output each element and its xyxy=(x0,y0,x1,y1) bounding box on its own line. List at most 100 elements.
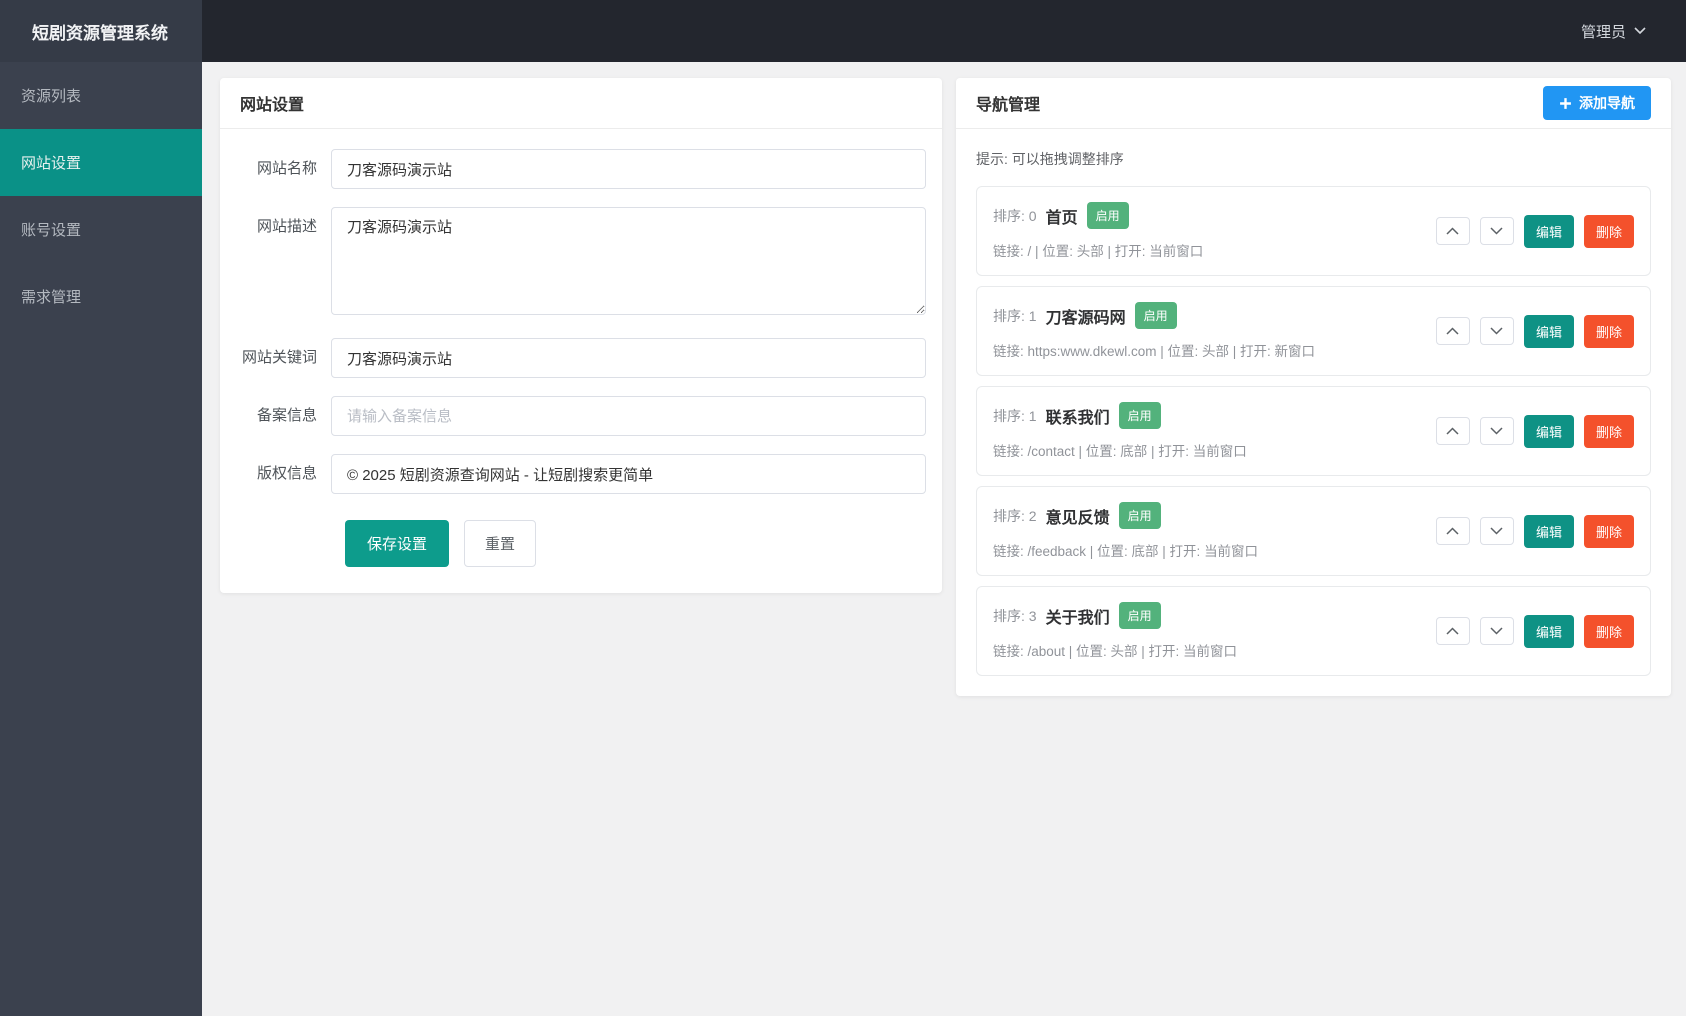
status-badge: 启用 xyxy=(1118,602,1161,629)
chevron-up-icon xyxy=(1446,627,1459,635)
app-logo-title: 短剧资源管理系统 xyxy=(0,0,202,62)
move-down-button[interactable] xyxy=(1479,617,1514,645)
delete-button[interactable]: 删除 xyxy=(1583,314,1634,348)
add-nav-button-label: 添加导航 xyxy=(1579,95,1635,111)
nav-item-actions: 编辑 删除 xyxy=(1435,514,1634,548)
sidebar-item-label: 资源列表 xyxy=(21,88,82,105)
delete-button[interactable]: 删除 xyxy=(1583,414,1634,448)
chevron-down-icon xyxy=(1490,427,1503,435)
nav-management-panel: 导航管理 添加导航 提示: 可以拖拽调整排序 排序: 0 首页 启用 xyxy=(956,78,1671,696)
delete-button[interactable]: 删除 xyxy=(1583,614,1634,648)
site-desc-label: 网站描述 xyxy=(256,218,317,235)
plus-icon xyxy=(1560,97,1571,109)
chevron-down-icon xyxy=(1490,327,1503,335)
status-badge: 启用 xyxy=(1134,302,1177,329)
status-badge: 启用 xyxy=(1118,502,1161,529)
move-up-button[interactable] xyxy=(1435,417,1470,445)
move-up-button[interactable] xyxy=(1435,317,1470,345)
form-row-icp: 备案信息 xyxy=(220,396,926,436)
sidebar-item-label: 需求管理 xyxy=(21,289,82,306)
site-name-label: 网站名称 xyxy=(256,160,317,177)
sidebar-item-demand-management[interactable]: 需求管理 xyxy=(0,263,202,330)
site-settings-header: 网站设置 xyxy=(220,78,942,129)
site-settings-title: 网站设置 xyxy=(240,97,305,114)
nav-item-info: 排序: 1 刀客源码网 启用 链接: https:www.dkewl.com |… xyxy=(993,302,1315,360)
delete-button[interactable]: 删除 xyxy=(1583,214,1634,248)
edit-button[interactable]: 编辑 xyxy=(1523,214,1574,248)
edit-button[interactable]: 编辑 xyxy=(1523,614,1574,648)
nav-item-meta: 链接: / | 位置: 头部 | 打开: 当前窗口 xyxy=(993,244,1204,259)
nav-item-title: 联系我们 xyxy=(1045,409,1110,427)
nav-item-info: 排序: 0 首页 启用 链接: / | 位置: 头部 | 打开: 当前窗口 xyxy=(993,202,1203,260)
nav-item-actions: 编辑 删除 xyxy=(1435,314,1634,348)
nav-item-actions: 编辑 删除 xyxy=(1435,614,1634,648)
save-settings-button[interactable]: 保存设置 xyxy=(345,520,450,567)
delete-button[interactable]: 删除 xyxy=(1583,514,1634,548)
form-row-site-name: 网站名称 xyxy=(220,149,926,189)
nav-item-dkewl[interactable]: 排序: 1 刀客源码网 启用 链接: https:www.dkewl.com |… xyxy=(976,286,1651,376)
form-row-site-desc: 网站描述 刀客源码演示站 xyxy=(220,207,926,320)
user-dropdown[interactable]: 管理员 xyxy=(1581,21,1646,42)
nav-item-title: 首页 xyxy=(1045,209,1078,227)
nav-item-meta: 链接: /about | 位置: 头部 | 打开: 当前窗口 xyxy=(993,644,1238,659)
move-down-button[interactable] xyxy=(1479,417,1514,445)
chevron-up-icon xyxy=(1446,327,1459,335)
move-down-button[interactable] xyxy=(1479,217,1514,245)
site-keywords-input[interactable] xyxy=(331,338,926,378)
move-up-button[interactable] xyxy=(1435,217,1470,245)
nav-item-actions: 编辑 删除 xyxy=(1435,214,1634,248)
nav-item-meta: 链接: /contact | 位置: 底部 | 打开: 当前窗口 xyxy=(993,444,1247,459)
chevron-up-icon xyxy=(1446,427,1459,435)
chevron-up-icon xyxy=(1446,227,1459,235)
nav-item-home[interactable]: 排序: 0 首页 启用 链接: / | 位置: 头部 | 打开: 当前窗口 编辑… xyxy=(976,186,1651,276)
reset-button[interactable]: 重置 xyxy=(464,520,537,567)
nav-item-meta: 链接: https:www.dkewl.com | 位置: 头部 | 打开: 新… xyxy=(993,344,1316,359)
move-up-button[interactable] xyxy=(1435,617,1470,645)
status-badge: 启用 xyxy=(1086,202,1129,229)
nav-item-feedback[interactable]: 排序: 2 意见反馈 启用 链接: /feedback | 位置: 底部 | 打… xyxy=(976,486,1651,576)
nav-item-title: 意见反馈 xyxy=(1045,509,1110,527)
chevron-up-icon xyxy=(1446,527,1459,535)
edit-button[interactable]: 编辑 xyxy=(1523,514,1574,548)
icp-input[interactable] xyxy=(331,396,926,436)
sidebar: 短剧资源管理系统 资源列表 网站设置 账号设置 需求管理 xyxy=(0,0,202,1016)
nav-list: 提示: 可以拖拽调整排序 排序: 0 首页 启用 链接: / | 位置: 头部 … xyxy=(956,129,1671,696)
chevron-down-icon xyxy=(1490,227,1503,235)
status-badge: 启用 xyxy=(1118,402,1161,429)
copyright-input[interactable] xyxy=(331,454,926,494)
sidebar-item-site-settings[interactable]: 网站设置 xyxy=(0,129,202,196)
chevron-down-icon xyxy=(1490,527,1503,535)
sidebar-item-account-settings[interactable]: 账号设置 xyxy=(0,196,202,263)
site-settings-panel: 网站设置 网站名称 网站描述 刀客源码演示站 网站关键词 xyxy=(220,78,942,593)
move-down-button[interactable] xyxy=(1479,317,1514,345)
edit-button[interactable]: 编辑 xyxy=(1523,314,1574,348)
icp-label: 备案信息 xyxy=(256,407,317,424)
copyright-label: 版权信息 xyxy=(256,465,317,482)
drag-sort-tip: 提示: 可以拖拽调整排序 xyxy=(976,151,1124,167)
nav-item-sort: 排序: 1 xyxy=(993,407,1037,424)
nav-item-sort: 排序: 3 xyxy=(993,607,1037,624)
nav-item-sort: 排序: 2 xyxy=(993,507,1037,524)
main-content: 网站设置 网站名称 网站描述 刀客源码演示站 网站关键词 xyxy=(202,62,1686,1016)
nav-item-about[interactable]: 排序: 3 关于我们 启用 链接: /about | 位置: 头部 | 打开: … xyxy=(976,586,1651,676)
nav-management-title: 导航管理 xyxy=(976,97,1041,114)
add-nav-button[interactable]: 添加导航 xyxy=(1543,86,1651,120)
move-down-button[interactable] xyxy=(1479,517,1514,545)
site-settings-form: 网站名称 网站描述 刀客源码演示站 网站关键词 xyxy=(220,129,942,593)
sidebar-item-label: 账号设置 xyxy=(21,222,82,239)
site-desc-textarea[interactable]: 刀客源码演示站 xyxy=(331,207,926,315)
nav-item-title: 刀客源码网 xyxy=(1045,309,1126,327)
nav-item-sort: 排序: 0 xyxy=(993,207,1037,224)
nav-item-contact[interactable]: 排序: 1 联系我们 启用 链接: /contact | 位置: 底部 | 打开… xyxy=(976,386,1651,476)
nav-item-meta: 链接: /feedback | 位置: 底部 | 打开: 当前窗口 xyxy=(993,544,1259,559)
site-name-input[interactable] xyxy=(331,149,926,189)
nav-item-info: 排序: 2 意见反馈 启用 链接: /feedback | 位置: 底部 | 打… xyxy=(993,502,1258,560)
sidebar-item-resource-list[interactable]: 资源列表 xyxy=(0,62,202,129)
nav-item-title: 关于我们 xyxy=(1045,609,1110,627)
nav-item-info: 排序: 1 联系我们 启用 链接: /contact | 位置: 底部 | 打开… xyxy=(993,402,1247,460)
nav-item-sort: 排序: 1 xyxy=(993,307,1037,324)
edit-button[interactable]: 编辑 xyxy=(1523,414,1574,448)
move-up-button[interactable] xyxy=(1435,517,1470,545)
nav-item-actions: 编辑 删除 xyxy=(1435,414,1634,448)
